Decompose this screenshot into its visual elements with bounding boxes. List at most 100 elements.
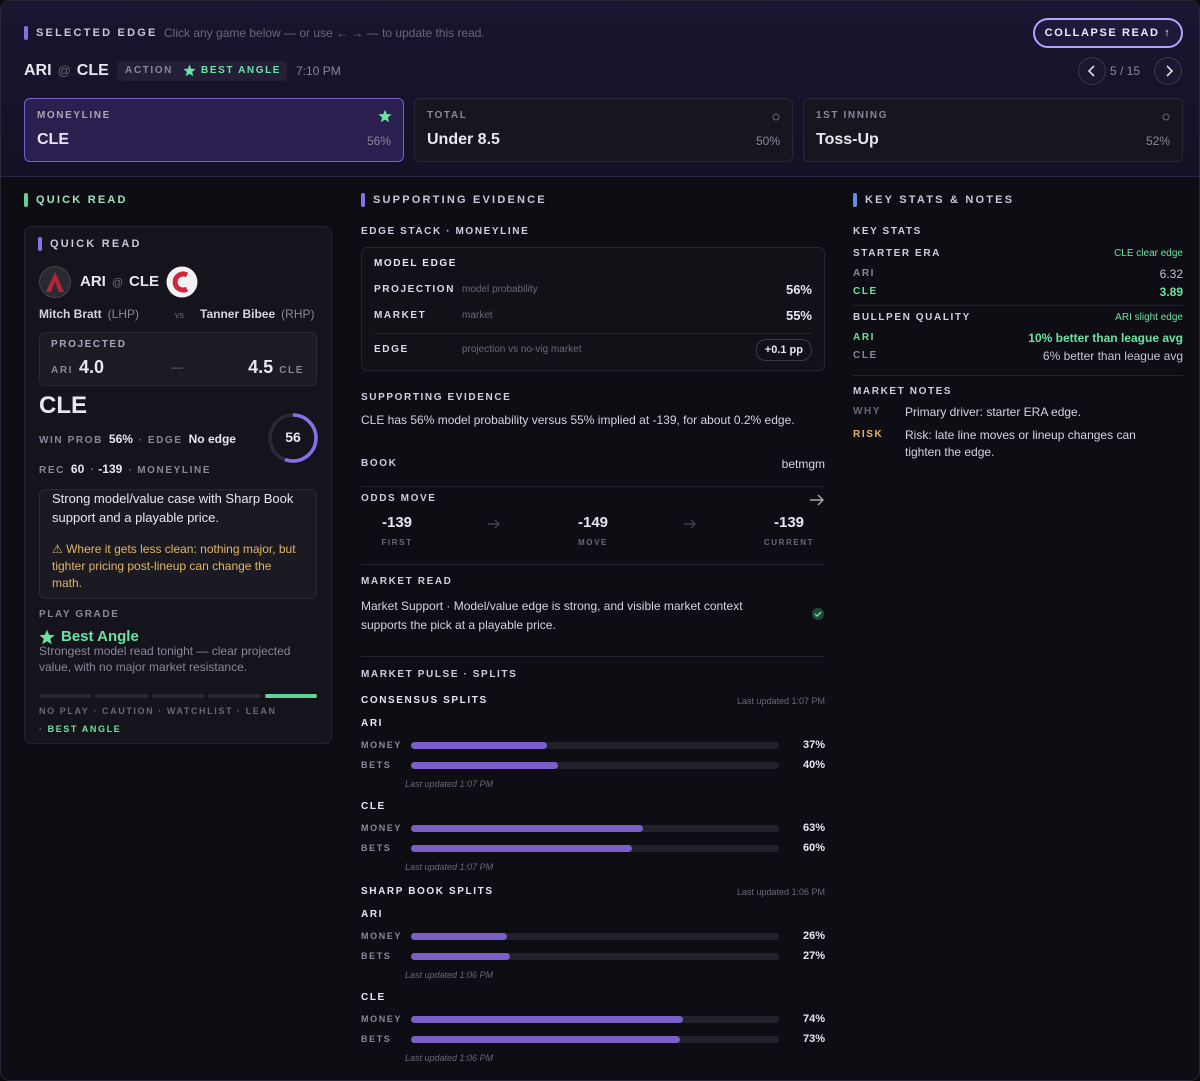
split-value: 37% xyxy=(802,739,825,751)
stat-team: CLE xyxy=(853,286,878,297)
split-value: 27% xyxy=(802,950,825,962)
odds-label: CURRENT xyxy=(763,538,815,547)
divider xyxy=(361,564,825,565)
edge: No edge xyxy=(188,432,236,446)
split-label: BETS xyxy=(361,760,392,770)
divider xyxy=(361,656,825,657)
grade-step: WATCHLIST xyxy=(158,704,233,718)
market-card[interactable] xyxy=(414,98,793,162)
stat-value: 3.89 xyxy=(1159,285,1183,299)
split-label: MONEY xyxy=(361,931,403,941)
projected-home: 4.5 CLE xyxy=(248,358,304,379)
ring-arc xyxy=(268,413,318,463)
model-row-value: 55% xyxy=(785,308,812,323)
pitchers-row: Mitch Bratt (LHP) vs Tanner Bibee (RHP) xyxy=(39,306,314,323)
projected-box xyxy=(39,332,317,386)
quick-card xyxy=(24,226,332,744)
stat-label: STARTER ERA xyxy=(853,248,941,259)
market-card[interactable] xyxy=(24,98,404,162)
pager-prev[interactable] xyxy=(1078,57,1106,85)
split-label: BETS xyxy=(361,951,392,961)
stat-value: 6.32 xyxy=(1159,267,1183,281)
market-read: Market Support · Model/value edge is str… xyxy=(361,599,743,632)
market-pct: 56% xyxy=(366,134,391,148)
model-box xyxy=(361,247,825,371)
divider xyxy=(361,486,825,487)
header-label: SELECTED EDGE xyxy=(36,27,158,39)
key-stats-title: KEY STATS xyxy=(853,226,922,237)
home-hand: (RHP) xyxy=(281,307,315,321)
split-bar xyxy=(411,1015,684,1023)
pulse-title: MARKET PULSE · SPLITS xyxy=(361,669,518,680)
grade-segment xyxy=(208,694,261,698)
split-track xyxy=(411,741,779,749)
split-value: 40% xyxy=(802,759,825,771)
team-label: ARI xyxy=(51,365,74,376)
collapse-button[interactable]: COLLAPSE READ ↑ xyxy=(1033,18,1183,48)
away-hand: (LHP) xyxy=(107,307,140,321)
market-title: TOTAL xyxy=(427,110,468,121)
summary-box xyxy=(39,489,317,599)
win-prob-label: WIN PROB xyxy=(39,435,103,446)
game-time: 7:10 PM xyxy=(296,64,341,78)
splits-title: SHARP BOOK SPLITS xyxy=(361,886,494,897)
check-icon xyxy=(812,608,824,620)
tag-label: ACTION xyxy=(125,65,173,76)
button-label: COLLAPSE READ ↑ xyxy=(1044,27,1172,39)
win-prob: 56% xyxy=(108,432,133,446)
split-bar xyxy=(411,844,632,852)
section-title: KEY STATS & NOTES xyxy=(865,194,1015,206)
market-pct: 52% xyxy=(1145,134,1170,148)
split-bar xyxy=(411,952,511,960)
odds-value: -139 xyxy=(773,514,805,531)
stat-team: ARI xyxy=(853,332,876,343)
home-team: CLE xyxy=(129,273,160,290)
rec: 60 xyxy=(70,462,85,476)
stat-note: CLE clear edge xyxy=(1114,248,1183,259)
edge-label: EDGE xyxy=(139,433,183,449)
splits-updated: Last updated 1:06 PM xyxy=(736,887,825,897)
divider xyxy=(853,305,1183,306)
market-card[interactable] xyxy=(803,98,1183,162)
odds-title: ODDS MOVE xyxy=(361,493,437,504)
grade-segment xyxy=(95,694,148,698)
summary: Strong model/value case with Sharp Book … xyxy=(52,491,294,525)
market-read-title: MARKET READ xyxy=(361,576,453,587)
market-title: MONEYLINE xyxy=(37,110,111,121)
split-label: BETS xyxy=(361,1034,392,1044)
odds-value: -149 xyxy=(577,514,609,531)
note-tag: RISK xyxy=(853,429,884,440)
note-text: Risk: late line moves or lineup changes … xyxy=(905,428,1136,459)
split-track xyxy=(411,932,779,940)
split-bar xyxy=(411,1035,680,1043)
model-row-value: +0.1 pp xyxy=(755,339,812,361)
market-pct: 50% xyxy=(755,134,780,148)
split-label: MONEY xyxy=(361,823,403,833)
stack-title: EDGE STACK · MONEYLINE xyxy=(361,226,530,237)
status-dot xyxy=(772,113,780,121)
model-row-value: 56% xyxy=(785,282,812,297)
chevron-left xyxy=(1087,65,1095,77)
projected-dash: — xyxy=(171,360,183,374)
book-label: BOOK xyxy=(361,458,398,469)
accent-bar xyxy=(38,237,42,251)
tag-grade: BEST ANGLE xyxy=(201,65,282,76)
projected-label: PROJECTED xyxy=(51,339,127,350)
market-pick: CLE xyxy=(37,131,69,148)
split-value: 73% xyxy=(802,1033,825,1045)
model-row-label: EDGE xyxy=(374,344,409,355)
stat-note: ARI slight edge xyxy=(1115,312,1183,323)
grade-text: Strongest model read tonight — clear pro… xyxy=(39,644,291,674)
model-row-desc: market xyxy=(462,310,493,321)
header-hint: Click any game below — or use ← → — to u… xyxy=(164,26,485,40)
split-label: BETS xyxy=(361,843,392,853)
star-icon xyxy=(378,109,392,123)
pager-next[interactable] xyxy=(1154,57,1182,85)
grade-segment xyxy=(151,694,205,698)
away-team: ARI xyxy=(24,62,52,79)
star-icon xyxy=(39,629,55,645)
split-bar xyxy=(411,932,507,940)
book: betmgm xyxy=(781,457,825,471)
divider xyxy=(853,375,1183,376)
team-updated: Last updated 1:06 PM xyxy=(405,1053,494,1063)
